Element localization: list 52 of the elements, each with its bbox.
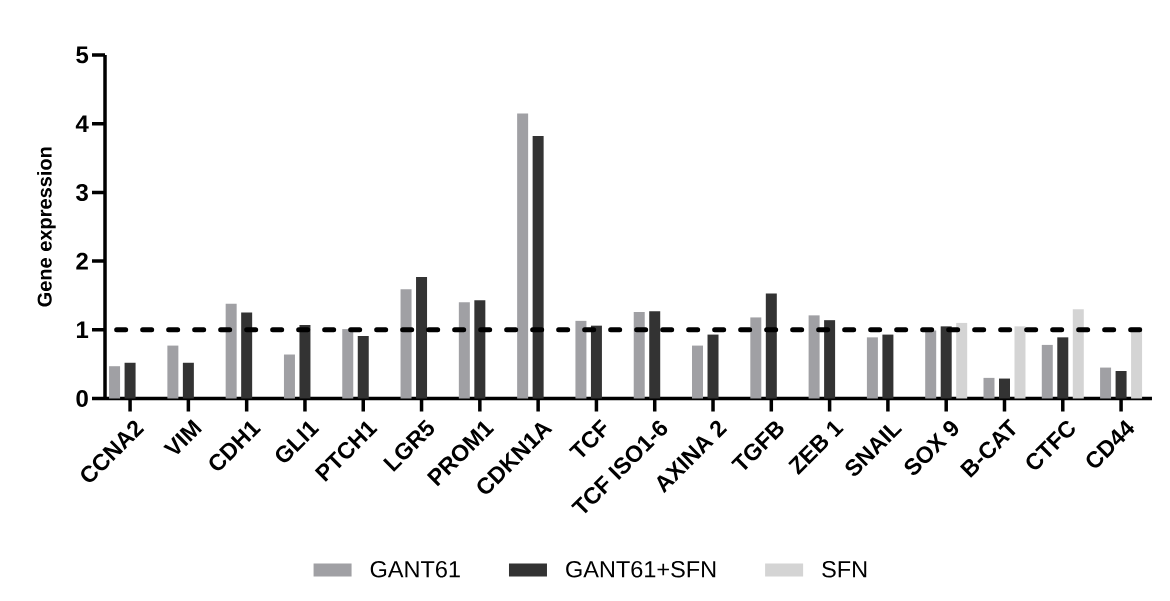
bar — [692, 345, 704, 399]
bar — [167, 345, 179, 399]
bar — [400, 289, 412, 399]
x-tick-label: VIM — [163, 419, 202, 454]
bar — [983, 377, 995, 399]
y-tick-label: 2 — [76, 252, 88, 270]
bar — [1041, 344, 1053, 399]
bar — [283, 354, 295, 399]
y-tick-label: 0 — [76, 390, 88, 407]
bar — [299, 324, 311, 399]
bar — [590, 325, 602, 399]
bar — [707, 334, 719, 399]
bar — [532, 136, 544, 399]
bar — [458, 302, 470, 399]
bar — [357, 335, 369, 399]
y-tick-label: 1 — [76, 321, 89, 339]
y-axis-title: Gene expression — [37, 147, 56, 307]
legend-label: GANT61 — [370, 560, 460, 578]
y-tick-label: 5 — [76, 46, 89, 64]
bar — [182, 362, 194, 399]
bar — [765, 293, 777, 399]
bar — [1100, 367, 1112, 399]
bar — [925, 330, 937, 399]
bar — [649, 311, 661, 399]
bar — [940, 326, 952, 399]
bar — [633, 311, 645, 399]
bar — [225, 303, 237, 399]
x-tick-label: TCF — [568, 418, 607, 458]
bar — [866, 337, 878, 399]
bar — [808, 315, 820, 399]
bar — [750, 317, 762, 399]
bar — [1115, 371, 1127, 399]
bar — [416, 276, 428, 399]
bar — [517, 113, 529, 399]
bar — [342, 329, 354, 399]
bar — [882, 334, 894, 399]
bar — [998, 378, 1010, 399]
bar — [824, 320, 836, 399]
bar — [1072, 309, 1084, 399]
bar — [1014, 326, 1026, 399]
bar — [124, 362, 136, 399]
bar — [575, 320, 587, 399]
bar — [1057, 337, 1069, 399]
bar — [474, 300, 486, 399]
legend-label: GANT61+SFN — [566, 560, 716, 578]
bar — [1131, 327, 1143, 399]
legend-label: SFN — [822, 560, 867, 578]
bar — [109, 366, 121, 399]
bar — [241, 312, 253, 399]
y-tick-label: 3 — [76, 183, 88, 201]
y-tick-label: 4 — [75, 115, 89, 132]
bar — [956, 322, 968, 399]
